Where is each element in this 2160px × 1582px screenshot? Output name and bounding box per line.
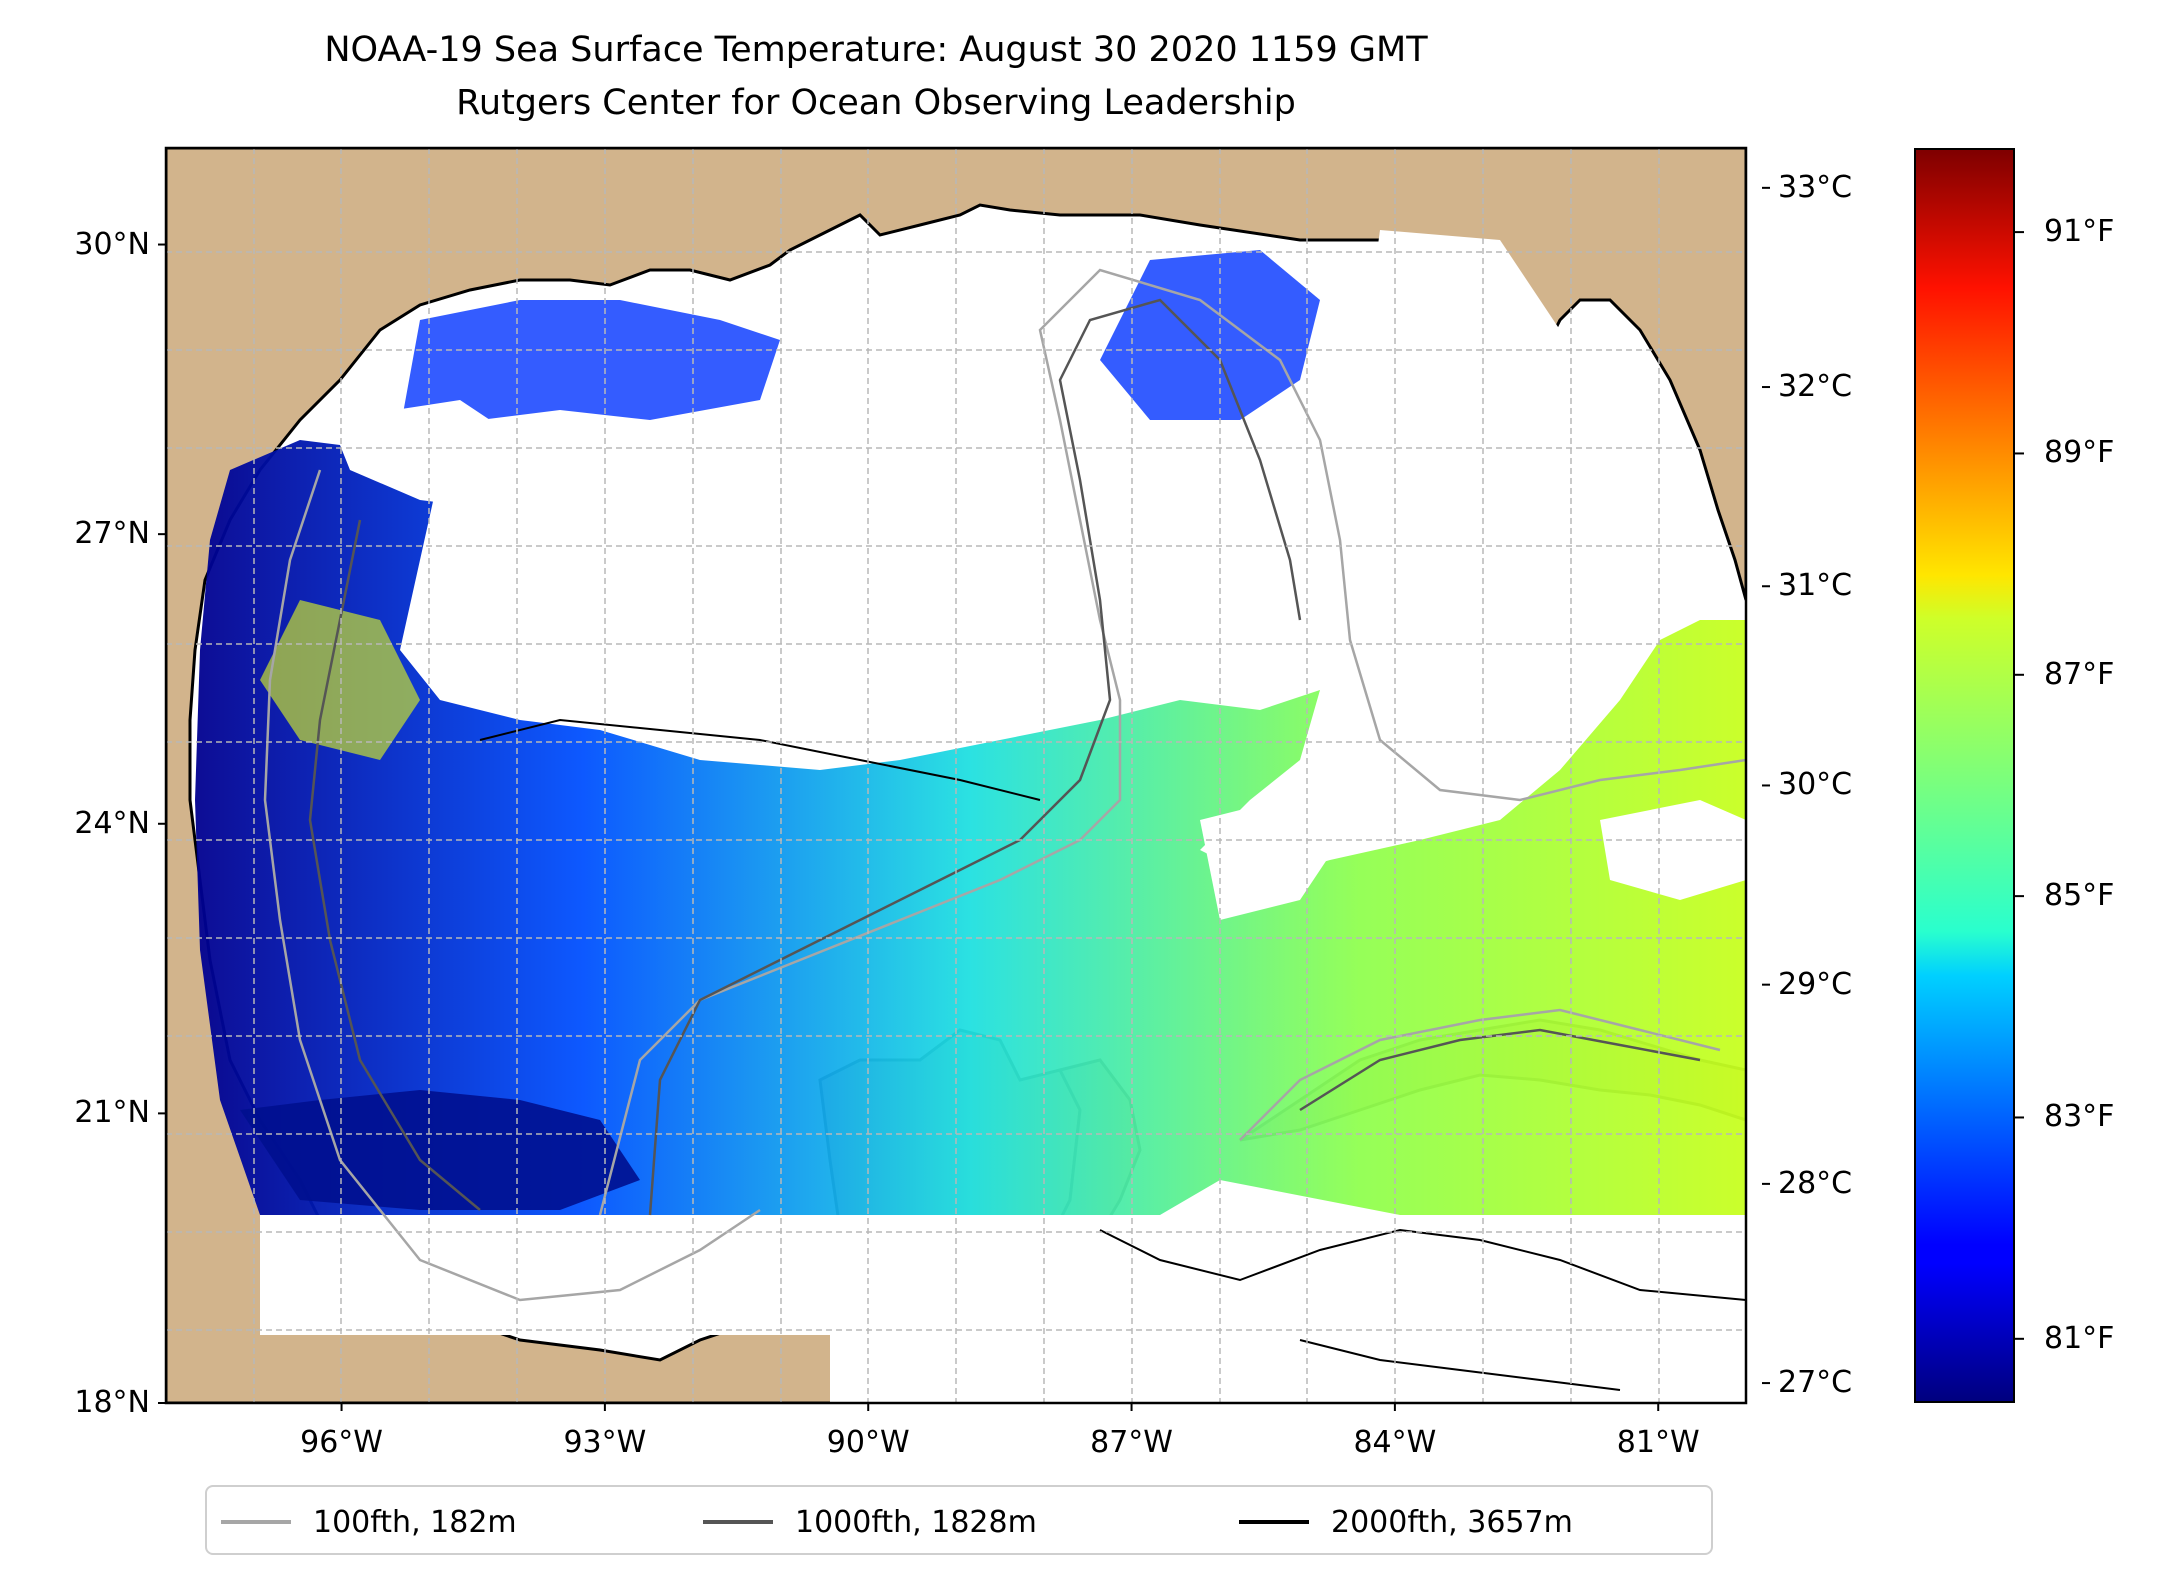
colorbar-fahrenheit-label: 83°F xyxy=(2044,1099,2115,1135)
colorbar-celsius-label: 29°C xyxy=(1778,966,1853,1002)
colorbar-fahrenheit-label: 87°F xyxy=(2044,656,2115,692)
legend-label-100fth: 100fth, 182m xyxy=(313,1504,517,1540)
colorbar-tick-marks xyxy=(1762,186,2024,1385)
colorbar-celsius-label: 31°C xyxy=(1778,568,1853,604)
colorbar-celsius-label: 27°C xyxy=(1778,1365,1853,1401)
lat-tick-label: 21°N xyxy=(74,1095,150,1131)
no-data-band xyxy=(830,1215,1746,1403)
no-data-band-west xyxy=(260,1215,830,1335)
colorbar-fahrenheit-label: 89°F xyxy=(2044,435,2115,471)
colorbar xyxy=(1914,148,2015,1403)
lat-tick-label: 18°N xyxy=(74,1385,150,1420)
legend-label-2000fth: 2000fth, 3657m xyxy=(1331,1504,1573,1540)
lon-tick-label: 87°W xyxy=(1090,1425,1173,1460)
contour-100fth xyxy=(263,268,1746,1302)
legend-swatch-100fth xyxy=(221,1520,291,1524)
lat-tick-label: 30°N xyxy=(74,226,150,262)
contour-legend: 100fth, 182m 1000fth, 1828m 2000fth, 365… xyxy=(205,1485,1713,1555)
lon-tick-label: 93°W xyxy=(563,1425,647,1460)
sst-swath xyxy=(195,250,1746,1215)
contour-2000fth xyxy=(479,718,1746,1391)
chart-title: NOAA-19 Sea Surface Temperature: August … xyxy=(324,30,1428,70)
colorbar-fahrenheit-label: 81°F xyxy=(2044,1320,2115,1356)
map-border xyxy=(164,146,1748,1405)
contour-1000fth xyxy=(308,298,1701,1216)
legend-swatch-1000fth xyxy=(703,1520,773,1524)
lon-tick-label: 81°W xyxy=(1616,1425,1700,1460)
lon-tick-label: 90°W xyxy=(826,1425,910,1460)
chart-subtitle: Rutgers Center for Ocean Observing Leade… xyxy=(456,83,1296,123)
colorbar-celsius-label: 32°C xyxy=(1778,369,1853,405)
colorbar-fahrenheit-label: 91°F xyxy=(2044,214,2115,250)
lon-tick-label: 96°W xyxy=(300,1425,383,1460)
legend-item-2000fth: 2000fth, 3657m xyxy=(1239,1504,1573,1540)
legend-item-100fth: 100fth, 182m xyxy=(221,1504,517,1540)
colorbar-fahrenheit-label: 85°F xyxy=(2044,878,2115,914)
legend-item-1000fth: 1000fth, 1828m xyxy=(703,1504,1037,1540)
legend-label-1000fth: 1000fth, 1828m xyxy=(795,1504,1037,1540)
colorbar-celsius-label: 33°C xyxy=(1778,169,1853,205)
legend-swatch-2000fth xyxy=(1239,1520,1309,1524)
lat-tick-label: 27°N xyxy=(74,516,150,552)
gridlines xyxy=(166,148,1746,1403)
lon-tick-label: 84°W xyxy=(1353,1425,1437,1460)
axis-tick-marks xyxy=(158,243,1660,1411)
no-data-areas xyxy=(330,230,1746,920)
colorbar-celsius-label: 28°C xyxy=(1778,1165,1853,1201)
lat-tick-label: 24°N xyxy=(74,805,150,841)
colorbar-celsius-label: 30°C xyxy=(1778,767,1853,803)
